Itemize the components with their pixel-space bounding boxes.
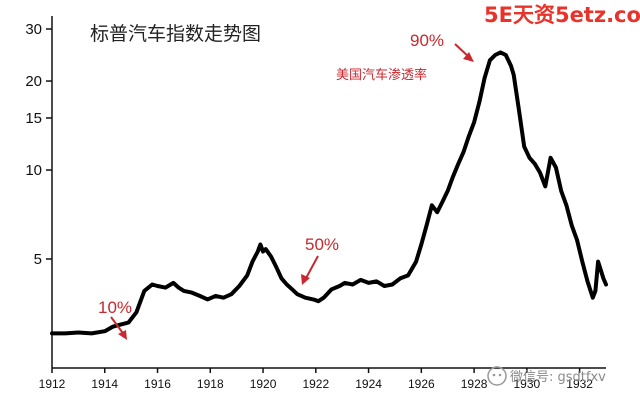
- y-ticks: 30 20 15 10 5: [25, 21, 52, 268]
- x-tick-label: 1912: [39, 377, 66, 391]
- series-line: [50, 50, 608, 336]
- x-tick-label: 1918: [197, 377, 224, 391]
- y-tick-label: 30: [25, 21, 42, 38]
- y-tick-label: 5: [34, 251, 42, 268]
- annotation-50pct: 50%: [305, 235, 339, 254]
- y-tick-label: 15: [25, 110, 42, 127]
- annotation-90pct: 90%: [410, 31, 444, 50]
- x-tick-label: 1928: [461, 377, 488, 391]
- wechat-watermark: 微信号: gsdtfxv: [487, 366, 606, 386]
- x-tick-label: 1930: [514, 377, 541, 391]
- chart-title: 标普汽车指数走势图: [90, 23, 261, 45]
- x-tick-label: 1924: [355, 377, 382, 391]
- y-tick-label: 10: [25, 162, 42, 179]
- x-ticks: 1912 1914 1916 1918 1920 1922 1924 1926 1928 1930…: [39, 368, 593, 391]
- arrow-10pct: [110, 316, 127, 340]
- x-tick-label: 1922: [302, 377, 329, 391]
- wechat-icon: [487, 366, 507, 386]
- x-tick-label: 1932: [566, 377, 593, 391]
- x-tick-label: 1914: [91, 377, 118, 391]
- x-tick-label: 1926: [408, 377, 435, 391]
- watermark-bottom: 微信号: gsdtfxv: [510, 370, 606, 385]
- arrow-90pct: [454, 43, 474, 62]
- arrow-50pct: [301, 255, 319, 285]
- watermark-backdrop: [481, 0, 640, 30]
- x-tick-label: 1920: [250, 377, 277, 391]
- annotation-10pct: 10%: [98, 298, 132, 317]
- x-tick-label: 1916: [144, 377, 171, 391]
- y-tick-label: 20: [25, 73, 42, 90]
- annotation-penetration-label: 美国汽车渗透率: [336, 67, 427, 83]
- watermark-top: 5E天资5etz.com: [484, 3, 640, 27]
